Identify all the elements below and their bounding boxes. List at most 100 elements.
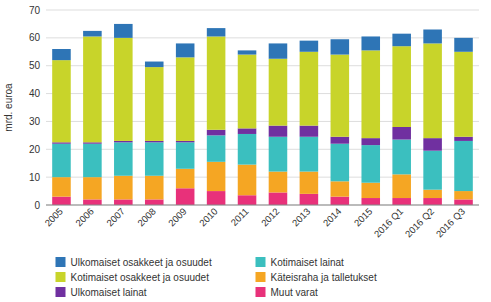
bar-segment: [52, 142, 71, 143]
bar-segment: [176, 141, 195, 142]
bar-segment: [331, 39, 350, 54]
legend-label: Käteisraha ja talletukset: [271, 272, 377, 283]
x-tick-label: 2005: [42, 206, 65, 229]
bar-segment: [454, 137, 473, 141]
bar-segment: [331, 144, 350, 182]
legend-swatch: [56, 272, 66, 282]
bar-segment: [392, 198, 411, 205]
bar-segment: [361, 50, 380, 138]
x-axis-line: [46, 205, 479, 206]
bar-segment: [300, 41, 319, 52]
x-tick-label: 2015: [352, 206, 375, 229]
bar-segment: [145, 142, 164, 175]
bar-segment: [454, 52, 473, 137]
chart-container: 010203040506070mrd. euroa200520062007200…: [0, 0, 491, 302]
bars: [52, 24, 473, 205]
bar-segment: [114, 199, 133, 205]
bar-segment: [145, 141, 164, 142]
bar-segment: [300, 137, 319, 172]
bar-segment: [83, 142, 102, 143]
grid-line: [46, 37, 479, 38]
bar-segment: [269, 43, 288, 58]
grid-line: [46, 205, 479, 206]
bar-segment: [423, 198, 442, 205]
bar-segment: [238, 134, 257, 165]
legend: Ulkomaiset osakkeet ja osuudetKotimaiset…: [56, 257, 377, 298]
bar-segment: [207, 36, 226, 129]
legend-swatch: [256, 287, 266, 297]
y-tick-label: 30: [29, 116, 41, 127]
bar-segment: [423, 151, 442, 190]
y-tick-label: 60: [29, 32, 41, 43]
bar-segment: [176, 43, 195, 57]
legend-label: Muut varat: [271, 287, 318, 298]
x-tick-label: 2010: [197, 206, 220, 229]
bar-segment: [114, 142, 133, 175]
y-tick-label: 20: [29, 144, 41, 155]
bar-segment: [52, 49, 71, 60]
x-tick-label: 2006: [73, 206, 96, 229]
legend-swatch: [56, 257, 66, 267]
bar-segment: [207, 191, 226, 205]
bar-segment: [176, 57, 195, 141]
bar-segment: [361, 145, 380, 183]
bar-segment: [114, 24, 133, 38]
bar-segment: [145, 199, 164, 205]
x-tick-label: 2014: [321, 206, 344, 229]
series: [52, 24, 473, 67]
bar-segment: [176, 188, 195, 205]
grid-line: [46, 65, 479, 66]
bar-segment: [114, 176, 133, 200]
bar-segment: [423, 43, 442, 138]
bar-segment: [52, 60, 71, 142]
bar-segment: [52, 177, 71, 197]
x-tick-label: 2007: [104, 206, 127, 229]
bar-segment: [207, 162, 226, 191]
legend-swatch: [256, 257, 266, 267]
y-tick-label: 10: [29, 172, 41, 183]
grid-line: [46, 10, 479, 11]
legend-swatch: [256, 272, 266, 282]
y-tick-label: 40: [29, 88, 41, 99]
x-tick-label: 2008: [135, 206, 158, 229]
bar-segment: [331, 181, 350, 196]
bar-segment: [207, 135, 226, 161]
bar-segment: [392, 140, 411, 175]
bar-segment: [207, 28, 226, 36]
bar-segment: [423, 30, 442, 44]
bar-segment: [238, 50, 257, 54]
legend-label: Ulkomaiset lainat: [71, 287, 147, 298]
series: [52, 134, 473, 191]
bar-segment: [52, 197, 71, 205]
x-tick-label: 2016 Q2: [403, 206, 437, 240]
bar-segment: [454, 199, 473, 205]
bar-segment: [52, 144, 71, 177]
bar-segment: [269, 192, 288, 205]
bar-segment: [269, 172, 288, 193]
legend-label: Kotimaiset lainat: [271, 257, 345, 268]
bar-segment: [83, 31, 102, 37]
bar-segment: [83, 177, 102, 199]
bar-segment: [361, 183, 380, 198]
bar-segment: [83, 199, 102, 205]
bar-segment: [331, 55, 350, 137]
legend-swatch: [56, 287, 66, 297]
chart: 010203040506070mrd. euroa200520062007200…: [0, 0, 491, 302]
bar-segment: [300, 172, 319, 194]
grid-line: [46, 121, 479, 122]
x-tick-label: 2011: [228, 206, 250, 228]
bar-segment: [145, 67, 164, 141]
y-tick-label: 70: [29, 5, 41, 16]
bar-segment: [238, 165, 257, 196]
bar-segment: [331, 197, 350, 205]
bar-segment: [269, 59, 288, 126]
x-tick-label: 2012: [259, 206, 282, 229]
bar-segment: [145, 176, 164, 200]
bar-segment: [114, 38, 133, 141]
bar-segment: [300, 126, 319, 137]
y-tick-label: 50: [29, 60, 41, 71]
series: [52, 36, 473, 142]
bar-segment: [454, 141, 473, 191]
bar-segment: [361, 138, 380, 145]
bar-segment: [361, 198, 380, 205]
